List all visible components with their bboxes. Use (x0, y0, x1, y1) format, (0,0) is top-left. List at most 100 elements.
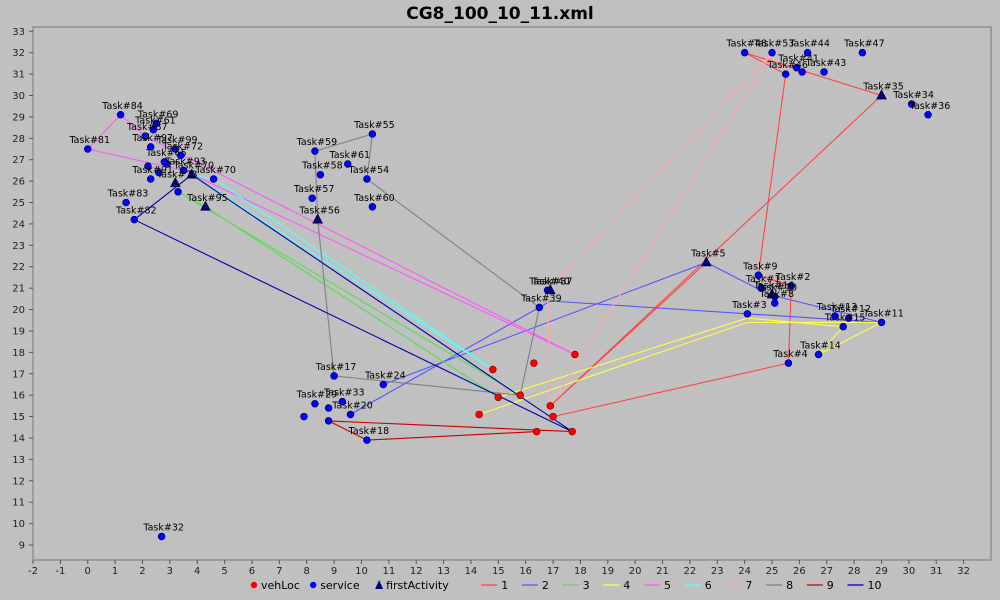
service-point (330, 372, 338, 380)
service-point (177, 151, 185, 160)
service-point (344, 160, 352, 168)
task-label: Task#11 (862, 308, 904, 319)
first-activity-marker (170, 177, 181, 188)
service-point (338, 397, 347, 406)
first-activity-marker (701, 256, 712, 267)
service-point (787, 282, 795, 290)
x-tick-label: 25 (766, 566, 779, 577)
service-point (368, 130, 377, 138)
task-label: Task#83 (107, 189, 149, 200)
task-label: Task#35 (862, 81, 904, 92)
y-tick-label: 13 (12, 455, 25, 466)
service-point (844, 314, 853, 322)
x-tick-label: 6 (249, 566, 255, 577)
task-label: Task#39 (520, 293, 562, 304)
service-point (740, 48, 749, 57)
y-tick-label: 20 (12, 305, 25, 316)
task-label: Task#46 (766, 60, 808, 71)
task-label: Task#17 (315, 362, 357, 373)
axes: -2 -1 0 1 2 3 4 5 6 7 8 9 10 11 12 13 14 15 16 17 18 19 20 21 22… (12, 27, 970, 577)
task-label: Task#1 (745, 274, 781, 285)
x-tick-label: 17 (547, 566, 560, 577)
service-point (83, 145, 92, 153)
service-point (798, 68, 806, 76)
task-label: Task#82 (115, 206, 157, 217)
service-point (141, 132, 149, 140)
route-line-9 (328, 420, 573, 441)
x-tick-label: 19 (601, 566, 614, 577)
task-label: Task#73 (156, 169, 198, 180)
task-label: Task#91 (131, 165, 173, 176)
y-tick-label: 12 (12, 476, 25, 487)
x-tick-label: 24 (738, 566, 751, 577)
task-label: Task#36 (909, 101, 951, 112)
task-label: Task#70 (194, 165, 236, 176)
x-tick-label: 32 (957, 566, 970, 577)
service-point (130, 215, 139, 224)
service-point (363, 436, 371, 444)
route-line-7 (547, 52, 773, 407)
x-tick-label: 18 (574, 566, 587, 577)
y-tick-label: 33 (12, 27, 25, 38)
legend-label-5: 5 (664, 579, 671, 592)
legend-label-4: 4 (623, 579, 630, 592)
x-tick-label: 0 (85, 566, 91, 577)
x-tick-label: 20 (629, 566, 642, 577)
y-tick-label: 27 (12, 155, 25, 166)
task-label: Task#37 (531, 276, 573, 287)
task-label: Task#56 (298, 206, 340, 217)
vehloc-point (546, 402, 555, 410)
legend: vehLoc service firstActivity 1 2 3 4 5 6 7 8 9 10 (250, 579, 882, 592)
x-tick-label: 26 (793, 566, 806, 577)
service-point (743, 310, 752, 318)
service-point (157, 532, 166, 541)
x-tick-label: 22 (684, 566, 697, 577)
service-point (149, 125, 158, 134)
service-point (858, 48, 867, 57)
task-label: Task#61 (328, 150, 370, 161)
task-label: Task#4 (772, 349, 808, 360)
vehloc-point (549, 412, 557, 421)
first-activity-marker (876, 89, 887, 100)
task-label: Task#72 (162, 141, 204, 152)
y-tick-label: 26 (12, 177, 25, 188)
task-label: Task#14 (799, 341, 841, 352)
task-label: Task#93 (164, 156, 206, 167)
task-label: Task#33 (323, 388, 365, 399)
y-tick-label: 28 (12, 134, 25, 145)
task-label: Task#69 (137, 109, 179, 120)
vehloc-point (530, 359, 538, 367)
route-line-10 (133, 174, 573, 433)
task-label: Task#53 (753, 39, 795, 50)
service-point (754, 271, 763, 280)
route-line-6 (191, 174, 494, 370)
x-tick-label: 16 (519, 566, 532, 577)
x-tick-label: 21 (656, 566, 669, 577)
service-point (792, 63, 801, 72)
vehloc-point (494, 393, 503, 402)
y-tick-label: 25 (12, 198, 25, 209)
service-point (209, 175, 218, 183)
y-tick-label: 9 (19, 541, 25, 552)
task-label: Task#58 (301, 161, 343, 172)
task-label: Task#95 (186, 193, 228, 204)
task-label: Task#54 (348, 165, 390, 176)
service-point (116, 111, 125, 119)
x-tick-label: 11 (382, 566, 395, 577)
service-point (757, 284, 765, 292)
vehloc-point (475, 410, 483, 419)
task-label: Task#16 (753, 281, 795, 292)
service-point (877, 318, 886, 327)
y-tick-label: 10 (12, 519, 25, 530)
x-tick-label: 7 (276, 566, 282, 577)
point-markers (83, 48, 932, 541)
y-tick-label: 14 (12, 433, 25, 444)
service-point (171, 145, 180, 153)
task-label: Task#65 (145, 148, 187, 159)
service-point (379, 380, 388, 389)
service-point (324, 404, 333, 412)
legend-label-7: 7 (745, 579, 752, 592)
legend-label-1: 1 (501, 579, 508, 592)
plot-area (32, 26, 992, 561)
